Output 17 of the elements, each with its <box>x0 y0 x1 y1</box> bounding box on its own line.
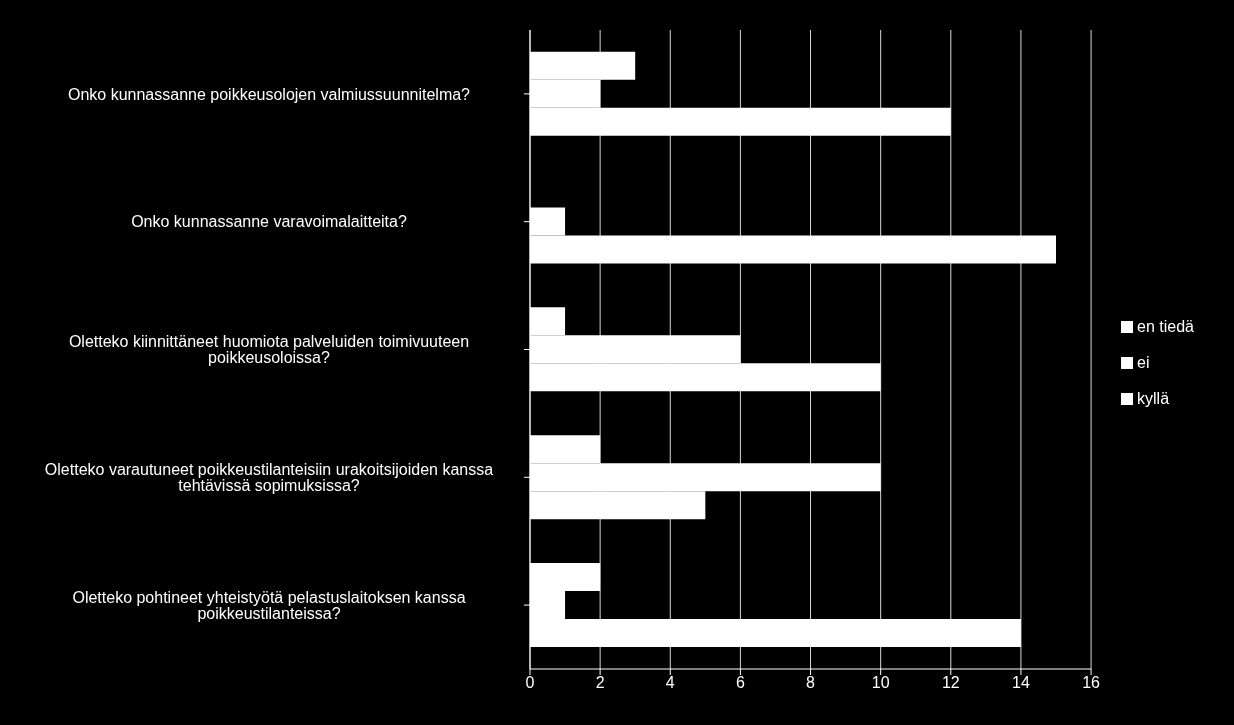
x-tick-label: 4 <box>665 674 675 692</box>
y-tick-label: Oletteko pohtineet yhteistyötä pelastuslaitoksen kanssa poikkeustilanteissa? <box>72 588 466 622</box>
y-tick-label: Onko kunnassanne poikkeusolojen valmiussuunnitelma? <box>67 85 471 103</box>
x-tick-label: 2 <box>595 674 605 692</box>
x-tick-label: 0 <box>525 674 535 692</box>
legend-label: ei <box>1137 353 1150 371</box>
x-tick-label: 16 <box>1082 674 1101 692</box>
x-tick-label: 14 <box>1012 674 1030 692</box>
y-tick-label: Onko kunnassanne varavoimalaitteita? <box>131 213 407 231</box>
x-tick-label: 12 <box>941 674 960 692</box>
legend-label: en tiedä <box>1137 317 1194 335</box>
x-tick-label: 6 <box>735 674 745 692</box>
legend-label: kyllä <box>1137 389 1170 407</box>
x-tick-label: 10 <box>871 674 890 692</box>
x-tick-label: 8 <box>806 674 816 692</box>
y-tick-label: Oletteko kiinnittäneet huomiota palveluiden toimivuuteen poikkeusoloissa? <box>68 333 470 367</box>
y-tick-label: Oletteko varautuneet poikkeustilanteisiin urakoitsijoiden kanssa tehtävissä sopimuksissa? <box>44 460 494 494</box>
